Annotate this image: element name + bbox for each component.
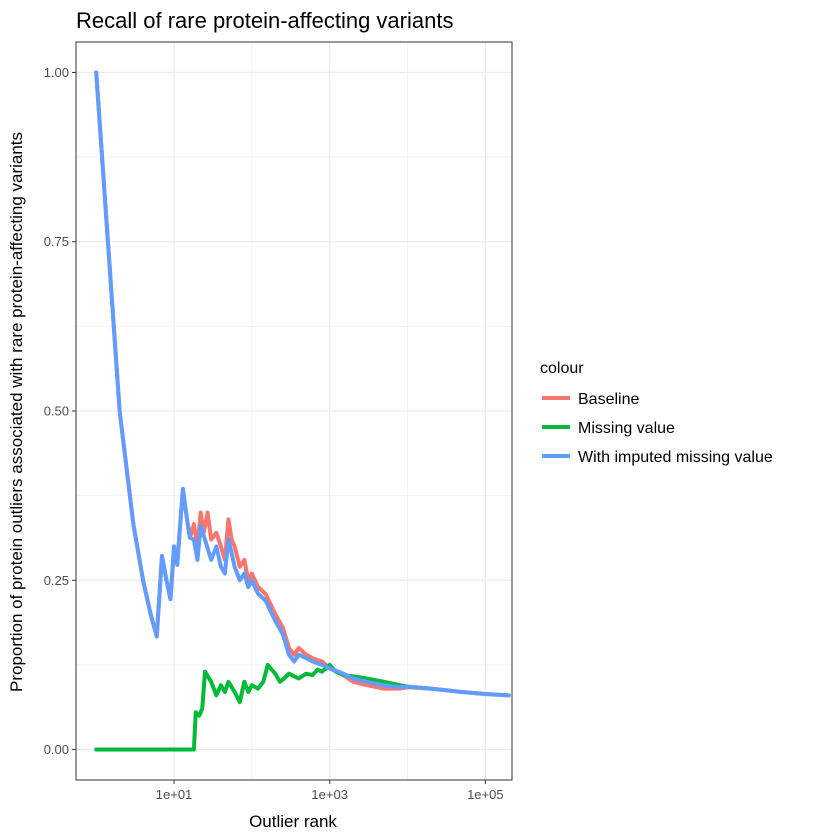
plot-panel	[75, 41, 513, 781]
legend-label: With imputed missing value	[578, 449, 773, 466]
chart-title: Recall of rare protein-affecting variant…	[76, 8, 453, 33]
x-axis: 1e+01 1e+03 1e+05	[156, 780, 504, 802]
x-axis-title: Outlier rank	[249, 812, 337, 831]
y-tick-label: 1.00	[44, 65, 69, 80]
y-axis: 0.00 0.25 0.50 0.75 1.00	[44, 65, 76, 757]
legend-title: colour	[540, 360, 584, 377]
x-tick-label: 1e+01	[156, 787, 193, 802]
series-line-with-imputed-missing-value	[94, 70, 511, 698]
y-tick-label: 0.75	[44, 234, 69, 249]
y-axis-title: Proportion of protein outliers associate…	[7, 132, 26, 692]
y-tick-label: 0.00	[44, 742, 69, 757]
series-lines	[94, 70, 511, 752]
x-tick-label: 1e+05	[467, 787, 504, 802]
x-tick-label: 1e+03	[311, 787, 348, 802]
legend: colour Baseline Missing value With imputed…	[540, 360, 773, 466]
legend-label: Missing value	[578, 420, 675, 437]
grid	[76, 42, 512, 780]
y-tick-label: 0.50	[44, 404, 69, 419]
y-tick-label: 0.25	[44, 573, 69, 588]
legend-label: Baseline	[578, 391, 639, 408]
